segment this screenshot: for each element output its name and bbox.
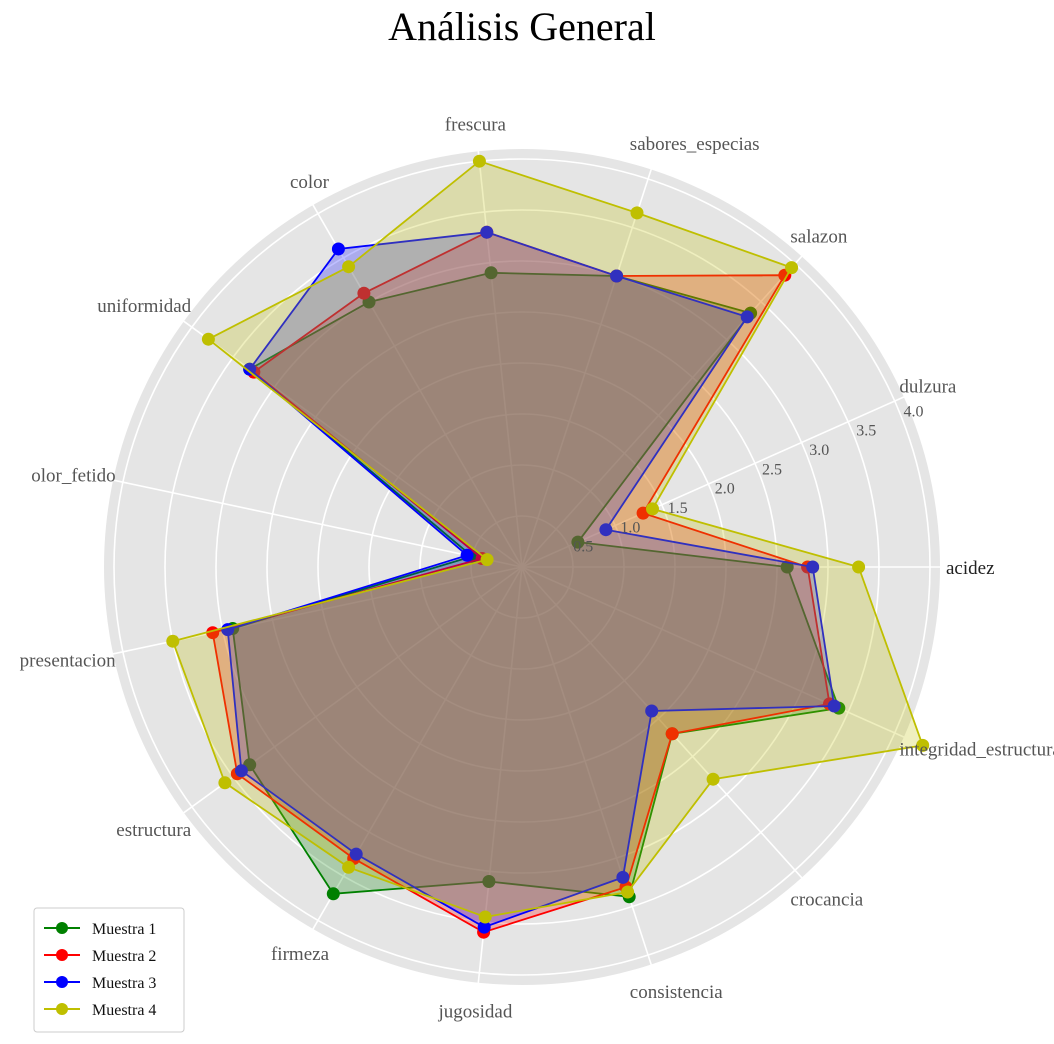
tick-label-4: 2.5 — [762, 461, 782, 478]
series-muestra-4 — [166, 154, 930, 924]
tick-label-1: 1.0 — [620, 519, 640, 536]
point-color — [331, 242, 345, 256]
legend-marker — [56, 976, 68, 988]
point-color — [357, 286, 371, 300]
axis-label-dulzura: dulzura — [899, 377, 957, 398]
point-integridad_estructural — [827, 699, 841, 713]
point-jugosidad — [478, 910, 492, 924]
tick-label-3: 2.0 — [715, 481, 735, 498]
point-dulzura — [599, 523, 613, 537]
axis-label-jugosidad: jugosidad — [437, 1002, 512, 1023]
series-area — [227, 232, 835, 928]
point-presentacion — [166, 634, 180, 648]
series-line — [226, 231, 836, 929]
point-estructura — [234, 764, 248, 778]
series-area — [232, 272, 839, 897]
point-olor_fetido — [460, 548, 474, 562]
axis-label-firmeza: firmeza — [271, 944, 330, 965]
legend-label: Muestra 4 — [92, 1002, 156, 1019]
tick-label-6: 3.5 — [856, 423, 876, 440]
axis-label-uniformidad: uniformidad — [97, 296, 191, 317]
point-sabores_especias — [630, 206, 644, 220]
legend-marker — [56, 949, 68, 961]
point-salazon — [740, 310, 754, 324]
point-jugosidad — [477, 920, 491, 934]
legend-label: Muestra 2 — [92, 948, 156, 965]
series-line — [171, 160, 924, 918]
point-firmeza — [326, 887, 340, 901]
axis-label-estructura: estructura — [116, 820, 191, 841]
axis-label-presentacion: presentacion — [20, 651, 117, 672]
point-crocancia — [645, 704, 659, 718]
series-line — [231, 271, 841, 898]
spoke-crocancia — [521, 566, 803, 879]
axis-label-color: color — [290, 172, 330, 193]
radial-ticks: 0.5 1.0 1.5 2.0 2.5 3.0 3.5 4.0 — [573, 403, 923, 555]
point-salazon — [785, 261, 799, 275]
axis-labels: acidez dulzura salazon sabores_especias fres… — [20, 114, 1054, 1022]
spoke-uniformidad — [183, 320, 523, 568]
point-frescura — [472, 154, 486, 168]
tick-label-5: 3.0 — [809, 442, 829, 459]
point-consistencia — [621, 885, 635, 899]
legend-box — [33, 907, 185, 1033]
series-layer — [166, 154, 930, 939]
axis-label-integridad_estructural: integridad_estructural — [899, 739, 1054, 760]
spoke-frescura — [477, 151, 523, 568]
point-uniformidad — [243, 362, 257, 376]
axis-label-consistencia: consistencia — [630, 982, 723, 1003]
legend-item-muestra-4: Muestra 4 — [44, 1002, 156, 1019]
legend-label: Muestra 1 — [92, 921, 156, 938]
chart-title: Análisis General — [388, 4, 656, 49]
point-firmeza — [342, 860, 356, 874]
point-color — [342, 260, 356, 274]
point-firmeza — [349, 847, 363, 861]
point-dulzura — [571, 535, 585, 549]
point-sabores_especias — [610, 269, 624, 283]
point-acidez — [852, 560, 866, 574]
series-area — [172, 161, 923, 917]
legend-marker — [56, 1003, 68, 1015]
point-jugosidad — [482, 875, 496, 888]
axis-label-crocancia: crocancia — [790, 889, 863, 910]
point-dulzura — [646, 502, 659, 516]
point-estructura — [218, 776, 232, 790]
point-acidez — [806, 560, 820, 574]
legend-item-muestra-3: Muestra 3 — [44, 975, 156, 992]
point-olor_fetido — [480, 553, 494, 567]
legend-marker — [56, 922, 68, 934]
legend-label: Muestra 3 — [92, 975, 156, 992]
spoke-dulzura — [521, 396, 905, 568]
legend-item-muestra-1: Muestra 1 — [44, 921, 156, 938]
series-muestra-1 — [226, 266, 846, 904]
series-muestra-3 — [221, 225, 841, 934]
axis-label-salazon: salazon — [790, 227, 847, 248]
point-consistencia — [616, 870, 630, 884]
axis-label-frescura: frescura — [445, 114, 507, 135]
tick-label-7: 4.0 — [904, 403, 924, 420]
axis-label-olor_fetido: olor_fetido — [31, 465, 115, 486]
tick-label-0: 0.5 — [573, 539, 593, 556]
point-integridad_estructural — [916, 738, 930, 752]
axis-label-acidez: acidez — [946, 558, 995, 579]
series-area — [212, 232, 830, 933]
point-uniformidad — [201, 332, 215, 346]
point-frescura — [480, 225, 494, 239]
axis-label-sabores_especias: sabores_especias — [630, 134, 760, 155]
tick-label-2: 1.5 — [668, 500, 688, 517]
spoke-salazon — [521, 255, 803, 568]
legend-item-muestra-2: Muestra 2 — [44, 948, 156, 965]
spoke-olor_fetido — [112, 479, 523, 568]
grid — [112, 151, 941, 983]
point-crocancia — [665, 727, 679, 741]
spoke-sabores_especias — [521, 169, 652, 568]
point-frescura — [484, 266, 498, 280]
legend: Muestra 1 Muestra 2 Muestra 3 Muestra 4 — [33, 907, 185, 1033]
point-crocancia — [706, 772, 720, 786]
